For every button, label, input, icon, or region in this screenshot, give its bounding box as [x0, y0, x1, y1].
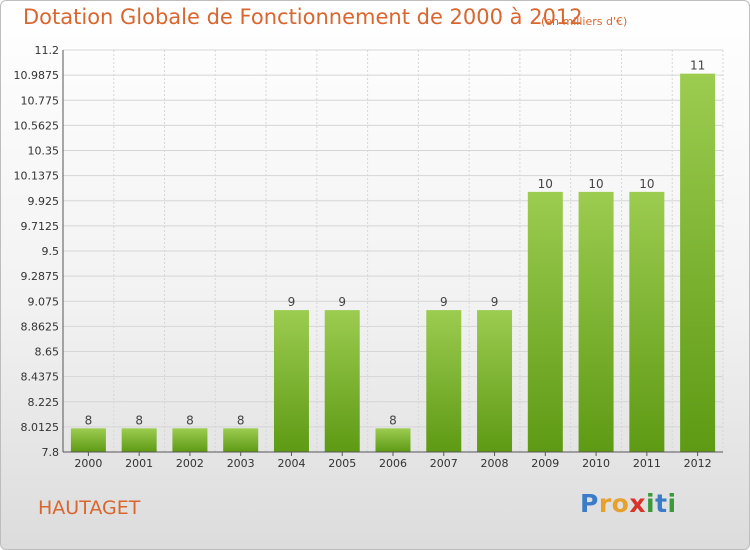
commune-name: HAUTAGET [38, 497, 141, 519]
chart-subtitle: (en milliers d'€) [541, 15, 628, 28]
bar-2009 [527, 191, 563, 452]
bar-2007 [426, 310, 462, 452]
y-tick-label: 9.925 [28, 195, 60, 208]
data-label: 10 [538, 177, 553, 191]
data-label: 8 [237, 413, 245, 427]
y-tick-label: 10.775 [21, 94, 60, 107]
bar-2000 [70, 428, 106, 452]
logo-letter: r [598, 489, 612, 518]
x-tick-label: 2012 [684, 457, 712, 470]
logo-letter: i [646, 489, 656, 518]
logo-letter: i [667, 489, 677, 518]
data-label: 9 [491, 295, 499, 309]
x-tick-label: 2004 [277, 457, 305, 470]
y-tick-label: 8.225 [28, 396, 60, 409]
y-tick-label: 10.35 [28, 145, 60, 158]
x-tick-label: 2001 [125, 457, 153, 470]
data-label: 10 [639, 177, 654, 191]
x-tick-label: 2006 [379, 457, 407, 470]
logo-letter: x [629, 489, 646, 518]
proxiti-logo: Proxiti [580, 489, 677, 529]
data-label: 8 [135, 413, 143, 427]
x-tick-label: 2010 [582, 457, 610, 470]
y-tick-label: 9.7125 [21, 220, 60, 233]
y-tick-label: 10.5625 [14, 119, 60, 132]
y-tick-label: 9.5 [42, 245, 60, 258]
x-tick-label: 2003 [227, 457, 255, 470]
x-tick-label: 2008 [481, 457, 509, 470]
logo-letter: P [580, 489, 599, 518]
bar-2010 [578, 191, 614, 452]
data-label: 10 [588, 177, 603, 191]
data-label: 11 [690, 59, 705, 73]
logo-letter: t [655, 489, 668, 518]
bar-2011 [629, 191, 665, 452]
y-tick-label: 8.8625 [21, 320, 60, 333]
x-tick-label: 2011 [633, 457, 661, 470]
y-tick-label: 9.2875 [21, 270, 60, 283]
x-tick-label: 2007 [430, 457, 458, 470]
chart-title: Dotation Globale de Fonctionnement de 20… [23, 5, 583, 29]
data-label: 9 [440, 295, 448, 309]
data-label: 8 [389, 413, 397, 427]
y-tick-label: 10.9875 [14, 69, 60, 82]
x-tick-label: 2000 [74, 457, 102, 470]
y-tick-label: 9.075 [28, 295, 60, 308]
bar-2012 [680, 73, 716, 452]
y-tick-label: 8.0125 [21, 421, 60, 434]
bar-2004 [273, 310, 309, 452]
data-label: 8 [186, 413, 194, 427]
x-tick-label: 2002 [176, 457, 204, 470]
y-tick-label: 10.1375 [14, 170, 60, 183]
bar-2008 [477, 310, 513, 452]
bar-2002 [172, 428, 208, 452]
data-label: 8 [85, 413, 93, 427]
bar-2003 [223, 428, 259, 452]
x-tick-label: 2009 [531, 457, 559, 470]
y-tick-label: 11.2 [35, 44, 60, 57]
bar-2005 [324, 310, 360, 452]
y-tick-label: 8.4375 [21, 371, 60, 384]
y-tick-label: 7.8 [42, 446, 60, 459]
x-tick-label: 2005 [328, 457, 356, 470]
bar-2001 [121, 428, 157, 452]
logo-letter: o [611, 489, 630, 518]
y-tick-label: 8.65 [35, 346, 60, 359]
data-label: 9 [338, 295, 346, 309]
data-label: 9 [288, 295, 296, 309]
bar-2006 [375, 428, 411, 452]
